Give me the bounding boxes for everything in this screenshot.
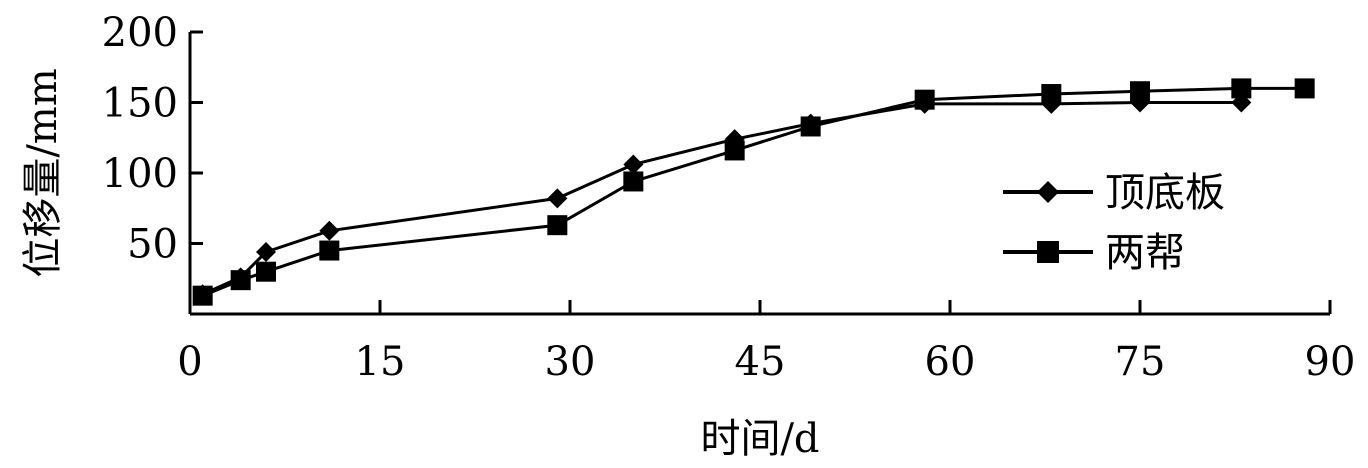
data-point-diamond	[547, 188, 568, 209]
data-point-square	[724, 140, 745, 161]
data-point-square	[192, 285, 213, 306]
x-axis-title: 时间/d	[700, 416, 819, 462]
y-tick-label: 150	[102, 81, 178, 127]
legend-marker-square	[1037, 241, 1059, 263]
x-tick-label: 60	[925, 339, 976, 385]
x-tick-label: 75	[1115, 339, 1166, 385]
data-point-square	[319, 240, 340, 261]
legend-entry-roof-floor: 顶底板	[1003, 170, 1225, 216]
data-point-square	[547, 215, 568, 236]
data-point-square	[1294, 78, 1315, 99]
legend-entry-sides: 两帮	[1003, 230, 1185, 276]
x-tick-label: 0	[177, 339, 202, 385]
data-point-square	[230, 270, 251, 291]
data-point-diamond	[256, 241, 276, 262]
data-point-diamond	[623, 154, 644, 175]
x-tick-label: 45	[735, 339, 786, 385]
data-point-square	[914, 89, 935, 110]
data-point-square	[1231, 78, 1252, 99]
legend: 顶底板 两帮	[1003, 170, 1225, 276]
data-point-square	[623, 171, 644, 192]
x-tick-label: 30	[545, 339, 596, 385]
data-point-square	[1041, 84, 1062, 105]
data-point-square	[256, 261, 276, 282]
series-line-roof-floor	[202, 101, 1242, 296]
legend-label-roof-floor: 顶底板	[1105, 170, 1225, 216]
data-point-square	[800, 116, 821, 137]
legend-label-sides: 两帮	[1105, 230, 1185, 276]
y-tick-label: 50	[127, 222, 178, 268]
data-point-square	[1130, 81, 1150, 102]
y-ticks: 50 100 150 200	[102, 10, 203, 268]
x-tick-label: 15	[355, 339, 406, 385]
legend-marker-diamond	[1037, 181, 1059, 203]
data-point-diamond	[319, 220, 340, 241]
y-tick-label: 100	[102, 151, 178, 197]
y-tick-label: 200	[102, 10, 178, 56]
y-axis-title: 位移量/mm	[20, 68, 66, 277]
x-ticks: 0 15 30 45 60 75 90	[177, 300, 1355, 385]
series-layer	[192, 78, 1315, 306]
x-tick-label: 90	[1305, 339, 1356, 385]
